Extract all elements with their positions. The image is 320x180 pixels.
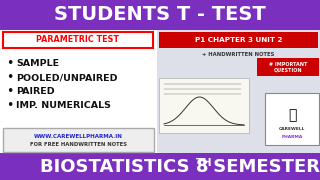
Text: CAREWELL: CAREWELL	[279, 127, 305, 131]
Text: + HANDWRITTEN NOTES: + HANDWRITTEN NOTES	[202, 51, 275, 57]
Bar	[159, 32, 318, 48]
Text: BIOSTATISTICS 8: BIOSTATISTICS 8	[40, 158, 209, 176]
Text: FOR FREE HANDWRITTEN NOTES: FOR FREE HANDWRITTEN NOTES	[30, 143, 127, 147]
Text: 🎓: 🎓	[288, 108, 296, 122]
Text: SEMESTER: SEMESTER	[207, 158, 320, 176]
Text: TH: TH	[196, 158, 212, 168]
Text: •: •	[6, 100, 13, 112]
Text: WWW.CAREWELLPHARMA.IN: WWW.CAREWELLPHARMA.IN	[34, 134, 123, 138]
Bar	[257, 58, 319, 76]
Bar	[0, 153, 320, 180]
Text: PAIRED: PAIRED	[16, 87, 55, 96]
Text: IMP. NUMERICALS: IMP. NUMERICALS	[16, 102, 111, 111]
Text: P1 CHAPTER 3 UNIT 2: P1 CHAPTER 3 UNIT 2	[195, 37, 282, 43]
Bar	[265, 93, 319, 145]
Text: •: •	[6, 86, 13, 98]
Text: •: •	[6, 71, 13, 84]
Text: SAMPLE: SAMPLE	[16, 60, 59, 69]
Text: POOLED/UNPAIRED: POOLED/UNPAIRED	[16, 73, 117, 82]
FancyBboxPatch shape	[3, 128, 154, 152]
Text: PARAMETRIC TEST: PARAMETRIC TEST	[36, 35, 119, 44]
Text: PHARMA: PHARMA	[281, 135, 303, 139]
Text: STUDENTS T - TEST: STUDENTS T - TEST	[54, 6, 266, 24]
Bar	[0, 0, 320, 30]
Bar	[157, 30, 320, 153]
Bar	[159, 78, 249, 133]
FancyBboxPatch shape	[3, 32, 153, 48]
Bar	[0, 30, 320, 153]
Text: •: •	[6, 57, 13, 71]
Text: # IMPORTANT
QUESTION: # IMPORTANT QUESTION	[269, 62, 307, 72]
